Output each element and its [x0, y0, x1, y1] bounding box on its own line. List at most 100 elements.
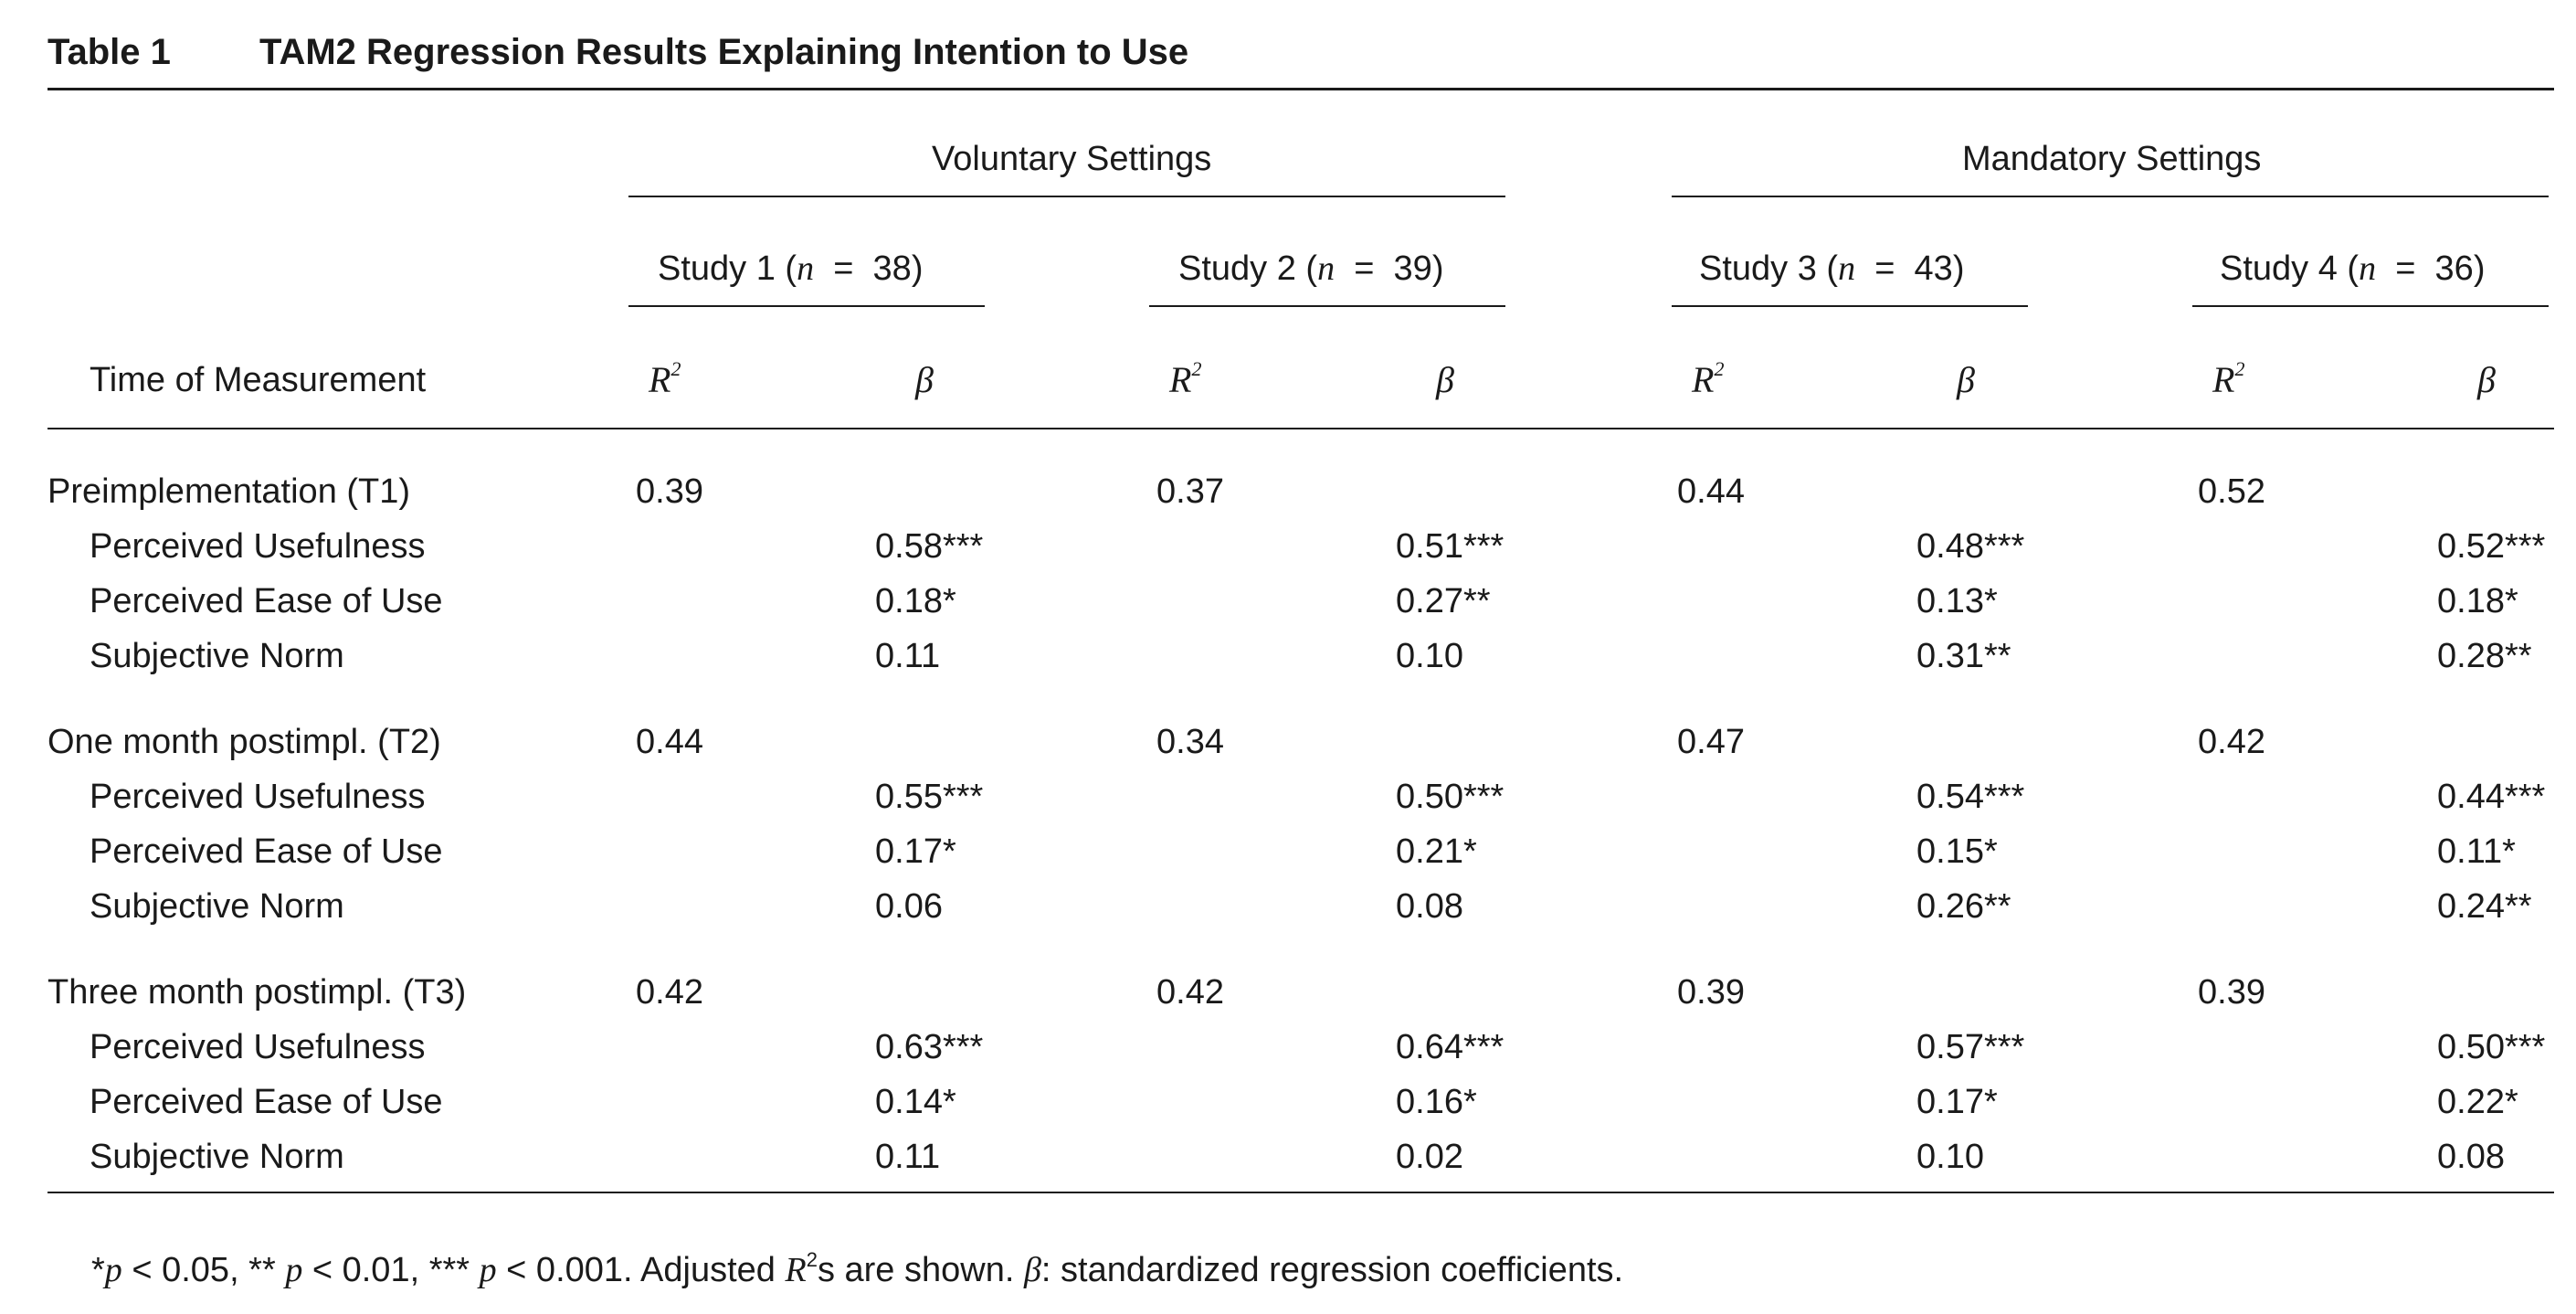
n-symbol: n	[797, 249, 815, 288]
study-rule-3	[1672, 305, 2028, 307]
footnote-p: p	[285, 1251, 303, 1289]
beta-value: 0.27**	[1396, 582, 1491, 620]
section-label: One month postimpl. (T2)	[48, 723, 441, 761]
footnote-p: p	[479, 1251, 497, 1289]
equals-sign: =	[2395, 249, 2416, 288]
r2-value: 0.39	[1677, 973, 1745, 1012]
r2-header-1: R2	[649, 358, 681, 401]
r2-sup: 2	[1714, 357, 1725, 380]
beta-value: 0.06	[875, 887, 943, 926]
row-label: Perceived Usefulness	[90, 778, 426, 816]
group-header-mandatory: Mandatory Settings	[1962, 140, 2262, 178]
bottom-rule	[48, 1192, 2554, 1193]
r2-header-3: R2	[1692, 358, 1724, 401]
footnote-p: p	[104, 1251, 122, 1289]
study-header-2: Study 2 (n = 39)	[1178, 249, 1444, 288]
study-header-1: Study 1 (n = 38)	[658, 249, 924, 288]
r2-sup: 2	[2234, 357, 2245, 380]
study-n: 39	[1393, 249, 1432, 288]
beta-value: 0.17*	[875, 832, 956, 871]
equals-sign: =	[833, 249, 854, 288]
beta-value: 0.28**	[2437, 637, 2532, 675]
study-rule-2	[1149, 305, 1505, 307]
beta-value: 0.10	[1916, 1138, 1984, 1176]
r2-value: 0.34	[1156, 723, 1224, 761]
beta-value: 0.24**	[2437, 887, 2532, 926]
beta-header-2: β	[1436, 359, 1454, 400]
beta-value: 0.13*	[1916, 582, 1998, 620]
beta-value: 0.55***	[875, 778, 984, 816]
study-name: Study 1	[658, 249, 776, 288]
r2-value: 0.39	[636, 472, 703, 511]
beta-value: 0.50***	[1396, 778, 1504, 816]
equals-sign: =	[1354, 249, 1375, 288]
beta-header-3: β	[1957, 359, 1975, 400]
footnote-beta: β	[1023, 1251, 1041, 1289]
study-name: Study 4	[2220, 249, 2338, 288]
footnote-text: < 0.01, ***	[302, 1251, 480, 1289]
row-header: Time of Measurement	[90, 361, 427, 399]
r2-value: 0.37	[1156, 472, 1224, 511]
study-n: 43	[1914, 249, 1953, 288]
beta-value: 0.11	[875, 637, 941, 675]
r2-letter: R	[1169, 359, 1192, 400]
equals-sign: =	[1874, 249, 1895, 288]
beta-value: 0.64***	[1396, 1028, 1504, 1066]
beta-header-1: β	[915, 359, 934, 400]
footnote-r: R	[785, 1251, 807, 1289]
n-symbol: n	[2359, 249, 2377, 288]
top-rule	[48, 88, 2554, 90]
beta-value: 0.63***	[875, 1028, 984, 1066]
beta-value: 0.14*	[875, 1083, 956, 1121]
header-rule	[48, 428, 2554, 429]
row-label: Perceived Usefulness	[90, 1028, 426, 1066]
n-symbol: n	[1838, 249, 1856, 288]
section-label: Preimplementation (T1)	[48, 472, 411, 511]
beta-value: 0.11	[875, 1138, 941, 1176]
r2-value: 0.47	[1677, 723, 1745, 761]
table-label: Table 1	[48, 32, 171, 72]
study-rule-1	[628, 305, 985, 307]
r2-value: 0.42	[2198, 723, 2265, 761]
r2-value: 0.42	[636, 973, 703, 1012]
row-label: Perceived Ease of Use	[90, 1083, 443, 1121]
beta-value: 0.54***	[1916, 778, 2025, 816]
study-n: 36	[2434, 249, 2474, 288]
study-header-4: Study 4 (n = 36)	[2220, 249, 2486, 288]
row-label: Subjective Norm	[90, 637, 344, 675]
r2-letter: R	[1692, 359, 1715, 400]
footnote-sup: 2	[806, 1248, 818, 1271]
beta-value: 0.08	[1396, 887, 1463, 926]
study-name: Study 3	[1699, 249, 1817, 288]
beta-value: 0.51***	[1396, 527, 1504, 566]
beta-header-4: β	[2477, 359, 2496, 400]
study-header-3: Study 3 (n = 43)	[1699, 249, 1965, 288]
r2-letter: R	[2212, 359, 2235, 400]
r2-value: 0.52	[2198, 472, 2265, 511]
beta-value: 0.15*	[1916, 832, 1998, 871]
footnote-text: : standardized regression coefficients.	[1040, 1251, 1624, 1289]
row-label: Perceived Ease of Use	[90, 832, 443, 871]
beta-value: 0.18*	[875, 582, 956, 620]
footnote-text: < 0.001. Adjusted	[496, 1251, 786, 1289]
r2-value: 0.42	[1156, 973, 1224, 1012]
beta-value: 0.21*	[1396, 832, 1477, 871]
row-label: Perceived Usefulness	[90, 527, 426, 566]
beta-value: 0.17*	[1916, 1083, 1998, 1121]
beta-value: 0.11*	[2437, 832, 2516, 871]
beta-value: 0.22*	[2437, 1083, 2518, 1121]
group-header-voluntary: Voluntary Settings	[932, 140, 1212, 178]
beta-value: 0.31**	[1916, 637, 2011, 675]
r2-value: 0.44	[636, 723, 703, 761]
footnote-star: *	[91, 1251, 105, 1289]
r2-sup: 2	[1191, 357, 1202, 380]
study-rule-4	[2192, 305, 2549, 307]
beta-value: 0.44***	[2437, 778, 2546, 816]
group-rule-voluntary	[628, 196, 1505, 197]
beta-value: 0.58***	[875, 527, 984, 566]
beta-value: 0.52***	[2437, 527, 2546, 566]
n-symbol: n	[1317, 249, 1336, 288]
row-label: Subjective Norm	[90, 1138, 344, 1176]
beta-value: 0.50***	[2437, 1028, 2546, 1066]
footnote-text: < 0.05, **	[121, 1251, 286, 1289]
